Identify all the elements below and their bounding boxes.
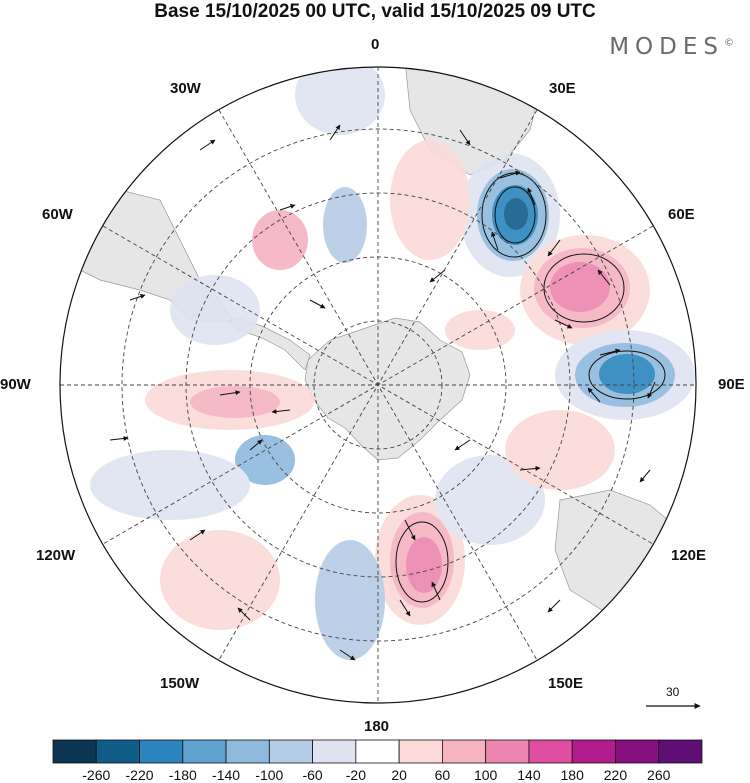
reference-vector-label: 30	[666, 685, 680, 699]
colorbar-swatch	[268, 739, 314, 764]
colorbar-tick-label: -140	[212, 767, 241, 783]
lon-label-60e: 60E	[668, 206, 695, 223]
lon-label-60w: 60W	[42, 206, 73, 223]
colorbar-swatch	[225, 739, 270, 764]
graticule	[60, 67, 696, 703]
colorbar-swatch	[398, 739, 443, 764]
colorbar	[52, 739, 703, 764]
map-title: Base 15/10/2025 00 UTC, valid 15/10/2025…	[154, 1, 596, 22]
colorbar-swatch	[528, 739, 573, 764]
colorbar-tick-label: 60	[434, 767, 451, 783]
lon-label-180: 180	[364, 718, 390, 735]
map-border	[59, 66, 697, 704]
colorbar-swatch	[182, 739, 227, 764]
lon-label-150e: 150E	[548, 675, 584, 692]
lon-label-30e: 30E	[549, 80, 576, 97]
colorbar-tick-label: -60	[302, 767, 323, 783]
colorbar-swatch	[312, 739, 357, 764]
colorbar-tick-label: 100	[473, 767, 498, 783]
colorbar-tick-label: 140	[517, 767, 541, 783]
colorbar-tick-label: -20	[345, 767, 366, 783]
colorbar-tick-label: 260	[647, 767, 671, 783]
colorbar-swatch	[355, 739, 400, 764]
colorbar-tick-label: -220	[125, 767, 154, 783]
lon-label-150w: 150W	[160, 675, 200, 692]
colorbar-swatch	[571, 739, 616, 764]
colorbar-swatch	[441, 739, 487, 764]
lon-label-30w: 30W	[170, 80, 201, 97]
contours	[395, 172, 666, 603]
colorbar-tick-label: 220	[603, 767, 628, 783]
colorbar-tick-label: -100	[255, 767, 284, 783]
colorbar-swatch	[95, 739, 140, 764]
brand-name: MODES	[609, 34, 724, 60]
colorbar-swatch	[658, 739, 703, 764]
wind-vectors	[109, 124, 656, 661]
anomaly-shading	[90, 67, 695, 660]
lon-label-90w: 90W	[0, 376, 31, 393]
lon-label-90e: 90E	[718, 376, 745, 393]
lon-label-120e: 120E	[671, 547, 707, 564]
colorbar-tick-label: -180	[168, 767, 197, 783]
colorbar-tick-label: 180	[560, 767, 584, 783]
brand-mark: ©	[724, 37, 734, 49]
colorbar-swatch	[52, 739, 97, 764]
lon-label-0: 0	[371, 36, 380, 53]
colorbar-swatch	[615, 739, 660, 764]
colorbar-swatch	[139, 739, 184, 764]
brand-logo: MODES©	[609, 34, 734, 60]
colorbar-tick-label: 20	[391, 767, 407, 783]
colorbar-tick-label: -260	[82, 767, 111, 783]
colorbar-swatch	[485, 739, 530, 764]
lon-label-120w: 120W	[36, 547, 76, 564]
